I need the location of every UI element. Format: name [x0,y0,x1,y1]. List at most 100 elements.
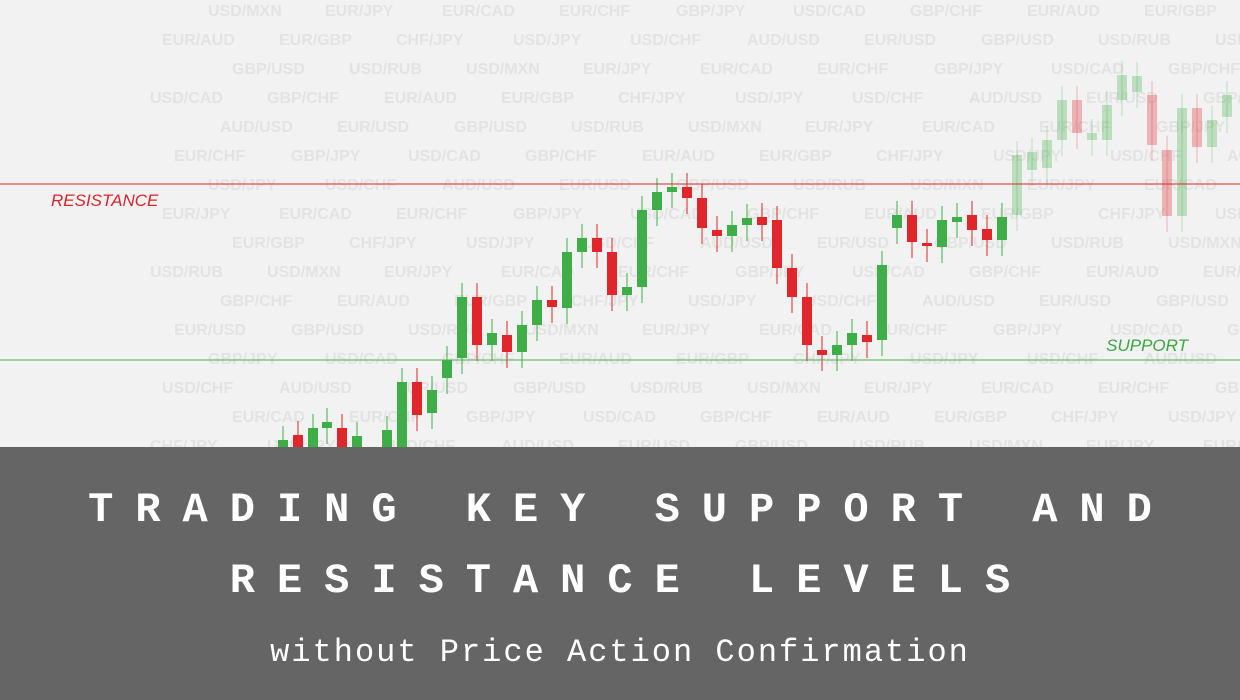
candlestick-chart [278,61,1232,447]
candle-body [1102,105,1112,140]
watermark-text: EUR/USD [559,177,631,194]
watermark-text: EUR/JPY [162,206,231,223]
candle-body [1057,100,1067,140]
candle-body [1117,75,1127,100]
watermark-text: EUR/GBP [232,235,305,252]
watermark-text: USD/RUB [630,380,703,397]
candle-body [472,297,482,345]
watermark-text: USD/RUB [1051,235,1124,252]
candle-body [802,297,812,345]
watermark-text: EUR/JPY [384,264,453,281]
watermark-text: USD/CHF [805,293,876,310]
watermark-text: USD/MXN [1215,32,1240,49]
watermark-text: EUR/AUD [384,90,457,107]
watermark-text: GBP/USD [1203,90,1240,107]
watermark-text: GBP/JPY [1215,380,1240,397]
candle-body [487,333,497,345]
candle-body [862,335,872,342]
watermark-text: EUR/CAD [981,380,1054,397]
candle-body [847,333,857,345]
watermark-text: GBP/JPY [676,3,746,20]
candle-body [967,215,977,230]
watermark-text: GBP/USD [232,61,305,78]
watermark-text: EUR/CHF [559,3,630,20]
candle-body [337,428,347,447]
title-line: RESISTANCE LEVELS [230,557,1032,605]
watermark-text: USD/CHF [630,32,701,49]
watermark-text: EUR/CHF [1098,380,1169,397]
watermark-text: USD/JPY [1215,206,1240,223]
candle-body [517,325,527,352]
watermark-text: EUR/GBP [1144,3,1217,20]
watermark-text: EUR/GBP [1203,264,1240,281]
candle-body [1222,95,1232,117]
candle-body [547,300,557,307]
title-line: TRADING KEY SUPPORT AND [88,486,1174,534]
watermark-text: USD/MXN [1168,235,1240,252]
candle-body [1042,140,1052,168]
watermark-text: USD/MXN [910,177,984,194]
watermark-text: AUD/USD [1227,148,1240,165]
candle-body [622,287,632,295]
resistance-label: RESISTANCE [51,191,159,210]
candle-body [697,198,707,228]
watermark-text: USD/CHF [325,177,396,194]
candle-body [832,345,842,355]
title-panel [0,447,1240,700]
candle-body [952,217,962,222]
watermark-text: EUR/AUD [1086,264,1159,281]
watermark-text: EUR/CAD [279,206,352,223]
watermark-text: EUR/CHF [174,148,245,165]
watermark-text: USD/CAD [630,206,703,223]
watermark-text: AUD/USD [747,32,820,49]
watermark-text: GBP/JPY [513,206,583,223]
watermark-text: EUR/CAD [442,3,515,20]
candle-body [817,350,827,355]
watermark-text: GBP/JPY [993,322,1063,339]
candle-body [397,382,407,447]
watermark-text: EUR/CHF [396,206,467,223]
candle-body [682,187,692,198]
candle-body [592,238,602,252]
candle-body [1177,108,1187,216]
watermark-text: EUR/USD [337,119,409,136]
watermark-text: USD/JPY [735,90,804,107]
watermark-text: GBP/CHF [1168,61,1240,78]
candle-body [607,252,617,295]
candle-body [412,382,422,415]
candle-body [772,220,782,268]
watermark-text: USD/RUB [793,177,866,194]
watermark-text: GBP/CHF [700,409,772,426]
watermark-text: CHF/JPY [876,148,944,165]
watermark-text: EUR/AUD [642,148,715,165]
watermark-text: EUR/USD [864,32,936,49]
candle-body [1132,76,1142,92]
watermark-text: EUR/CAD [1144,177,1217,194]
watermark-text: EUR/USD [1039,293,1111,310]
watermark-text: EUR/GBP [759,148,832,165]
candle-body [352,436,362,447]
candle-body [1162,150,1172,216]
candle-body [1087,133,1097,140]
watermark-text: EUR/USD [1086,90,1158,107]
watermark-text: GBP/USD [1156,293,1229,310]
watermark-text: GBP/JPY [934,61,1004,78]
watermark-text: USD/MXN [466,61,540,78]
watermark-text: AUD/USD [220,119,293,136]
watermark-text: AUD/USD [700,235,773,252]
candle-body [457,297,467,358]
watermark-text: GBP/USD [676,177,749,194]
watermark-text: USD/RUB [408,322,481,339]
watermark-text: USD/RUB [571,119,644,136]
watermark-text: USD/CAD [793,3,866,20]
watermark-text: GBP/USD [981,32,1054,49]
watermark-text: USD/JPY [208,177,277,194]
watermark-text: GBP/USD [454,119,527,136]
watermark-text: USD/JPY [466,235,535,252]
watermark-text: GBP/USD [291,322,364,339]
watermark-text: USD/MXN [688,119,762,136]
candle-body [1027,152,1037,170]
candle-body [742,218,752,225]
